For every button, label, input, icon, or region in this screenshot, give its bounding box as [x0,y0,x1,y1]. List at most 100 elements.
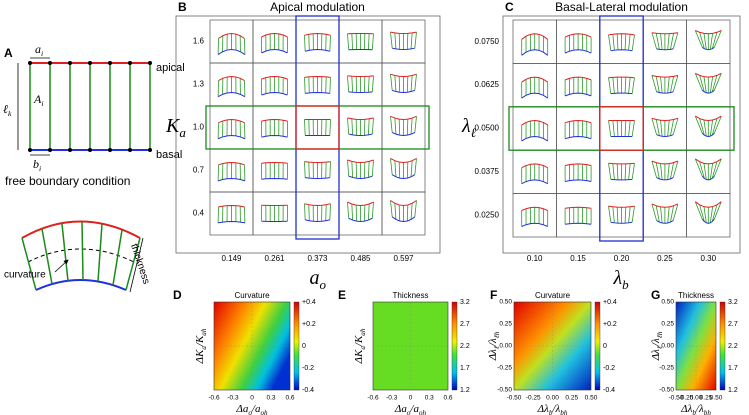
colorbar [451,301,458,391]
cell-edge [624,207,627,224]
subscript: bh [704,409,712,415]
label-part: /K [194,335,206,347]
cell-edge [616,77,619,94]
basal-surface [391,174,416,180]
x-tick-label: 0.373 [307,254,328,263]
x-tick-label: 0.50 [710,395,723,402]
cell-edge [699,161,705,179]
cell-edge [713,73,722,91]
cell-edge [651,160,657,178]
panel-label: C [505,0,514,14]
cell-edge [371,117,374,135]
label-part: /λ [487,338,499,347]
label-part: Δa [394,403,407,415]
cell-edge [329,161,331,178]
cell-edge [347,202,350,219]
colorbar-tick-label: -0.4 [302,387,314,394]
colorbar-tick-label: +0.4 [302,299,316,306]
cell-edge [699,75,705,92]
cell-edge [371,159,374,177]
basal-surface [261,48,288,54]
cell-edge [329,203,331,220]
cell-edge [394,203,397,220]
basal-surface [261,177,288,180]
grid-cell [686,193,731,238]
y-tick-label: 0.50 [661,299,674,306]
x-axis-label: Δao/aoh [235,403,268,415]
subscript: ah [200,328,208,336]
cell-edge [667,163,670,180]
basal-surface [521,135,548,142]
subscript: a [179,125,186,140]
colorbar-tick-label: 3.2 [460,299,470,306]
cell-edge [347,75,350,92]
subscript: i [41,99,43,108]
panel-label: G [651,288,660,302]
colorbar-tick-label: 1.2 [728,387,738,394]
subscript: i [39,164,41,173]
colorbar [719,301,726,391]
apical-surface [304,75,331,78]
apical-surface [347,201,374,207]
cell-edge [304,35,306,52]
colorbar-tick-label: 0 [603,343,607,350]
panel-label: A [4,46,13,60]
cell-edge [371,75,374,92]
apical-surface [651,203,679,208]
label-part: ℓ [3,102,8,116]
cell-edge [628,206,631,223]
cell-edge [329,119,331,136]
basal-surface [656,134,674,138]
x-tick-label: 0.485 [350,254,371,263]
cell-edge [694,158,703,177]
y-axis-label: Δλℓ/λℓh [487,331,501,361]
basal-surface [348,133,373,137]
basal-surface [702,89,715,94]
y-tick-label: 1.3 [193,80,205,89]
x-tick-label: 0.15 [570,254,586,263]
cell-edge [703,206,707,223]
cell-edge [703,119,707,137]
cell-edge [398,162,401,179]
panel-label: F [490,288,497,302]
apical-surface [261,32,288,38]
panel-title: Curvature [535,291,571,300]
apical-label: apical [156,62,185,74]
basal-surface [217,48,246,55]
basal-surface [521,179,548,185]
cell-edge [660,206,663,224]
panel-title: Curvature [234,291,270,300]
cell-edge [628,77,631,94]
cell-edge [628,120,631,137]
x-tick-label: 0.597 [393,254,414,263]
cell-edge [410,118,413,135]
x-tick-label: -0.3 [227,395,239,402]
apical-surface [218,118,245,124]
y-tick-label: 0.7 [193,166,205,175]
cell-edge [655,162,660,179]
apical-surface [390,200,417,207]
basal-label: basal [156,149,182,161]
panel-title: Thickness [392,291,428,300]
basal-surface [521,92,548,99]
cell-edge [694,115,703,134]
apical-surface [695,158,722,165]
panel-a-drawing [17,57,152,293]
label-part: b [33,157,39,171]
cell-edge [398,119,401,136]
basal-surface [348,91,373,94]
apical-surface [651,75,679,78]
apical-surface [347,75,374,78]
cell-edge [406,76,409,93]
cell-edge [713,158,722,177]
y-tick-label: -0.25 [497,365,512,372]
x-tick-label: 0.149 [221,254,242,263]
cell-edge [628,34,631,51]
apical-surface [304,32,331,36]
basal-surface [305,219,330,223]
apical-surface [695,201,722,208]
basal-surface [305,48,330,52]
apical-surface [304,203,331,207]
highlight-center [599,106,644,151]
